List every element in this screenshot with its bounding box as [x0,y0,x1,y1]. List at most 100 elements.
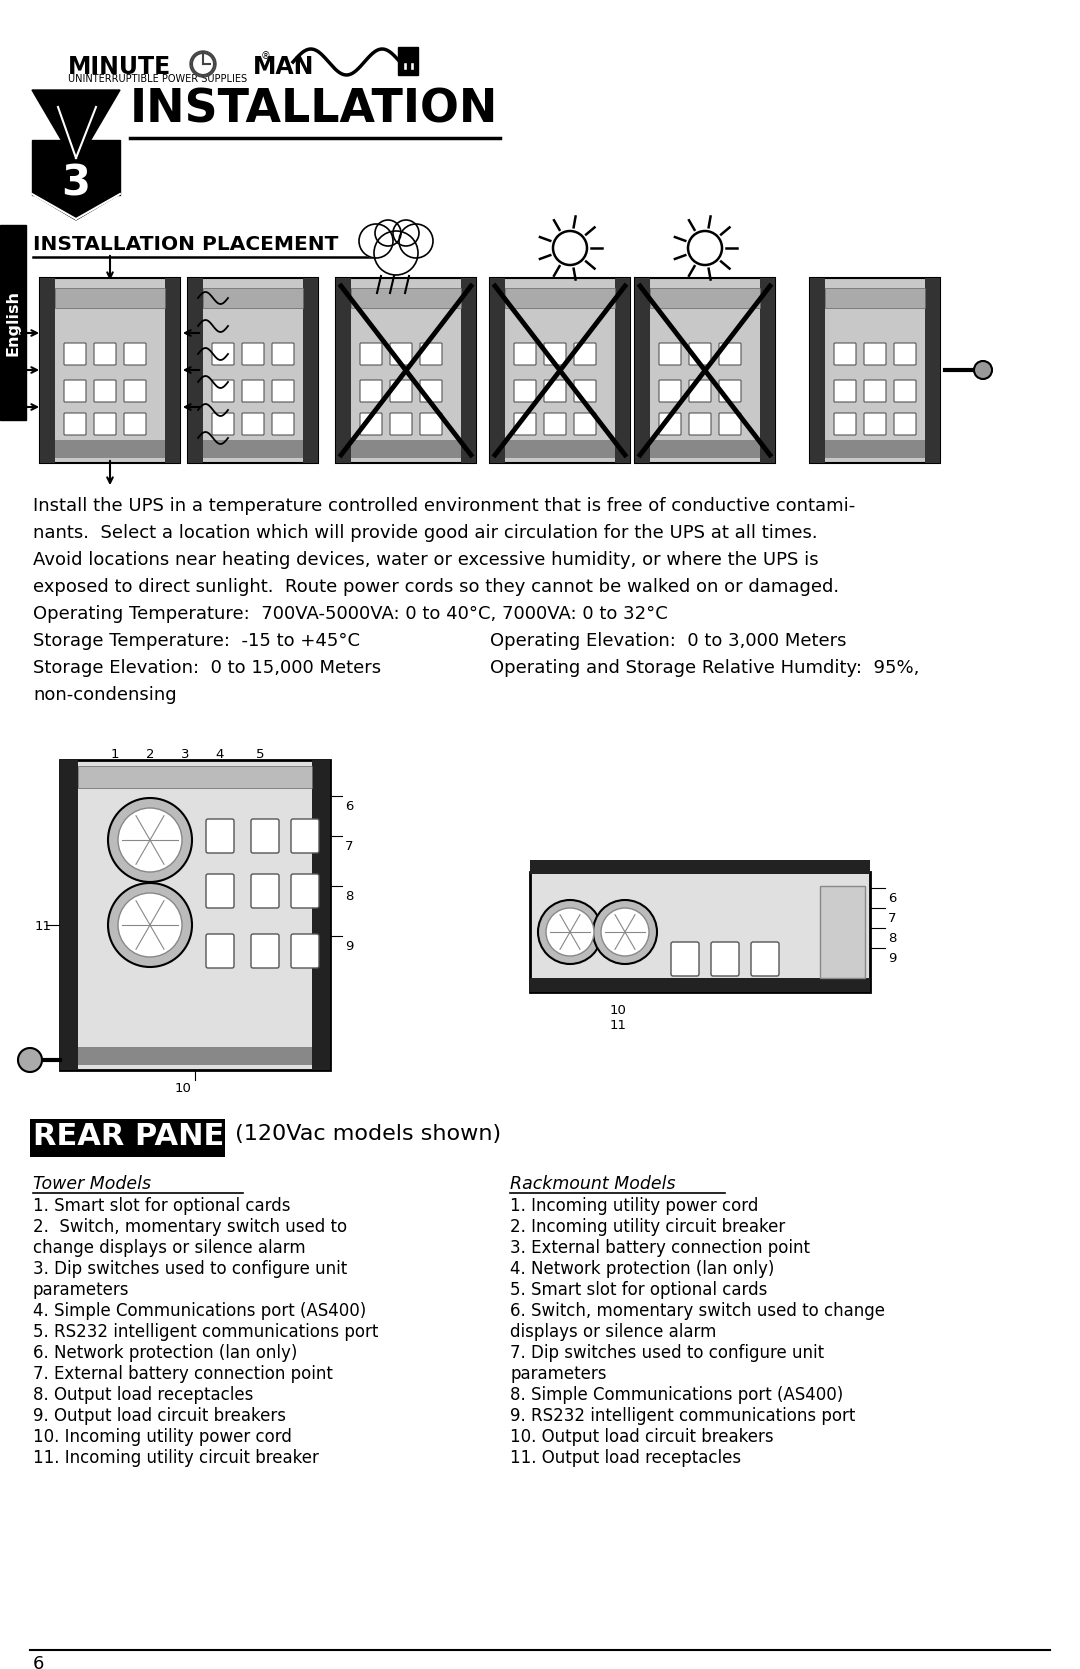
Circle shape [600,908,649,956]
FancyBboxPatch shape [360,412,382,436]
FancyBboxPatch shape [810,279,940,462]
Circle shape [974,361,993,379]
Text: Operating Temperature:  700VA-5000VA: 0 to 40°C, 7000VA: 0 to 32°C: Operating Temperature: 700VA-5000VA: 0 t… [33,604,667,623]
Text: 2: 2 [617,865,625,876]
Text: Avoid locations near heating devices, water or excessive humidity, or where the : Avoid locations near heating devices, wa… [33,551,819,569]
Text: 5: 5 [784,865,793,876]
Circle shape [359,224,393,259]
Text: 3: 3 [62,162,91,204]
Text: 7: 7 [888,911,896,925]
Polygon shape [32,90,120,165]
FancyBboxPatch shape [40,279,180,462]
FancyBboxPatch shape [32,140,120,195]
Circle shape [108,883,192,966]
FancyBboxPatch shape [403,62,407,70]
Text: 6: 6 [888,891,896,905]
FancyBboxPatch shape [390,381,411,402]
Text: 6: 6 [33,1656,44,1669]
Text: UNINTERRUPTIBLE POWER SUPPLIES: UNINTERRUPTIBLE POWER SUPPLIES [68,73,247,83]
Text: 7: 7 [345,840,353,853]
Text: 2: 2 [146,748,154,761]
Text: REAR PANEL: REAR PANEL [33,1122,244,1152]
FancyBboxPatch shape [834,381,856,402]
FancyBboxPatch shape [390,344,411,366]
FancyBboxPatch shape [212,412,234,436]
FancyBboxPatch shape [810,279,825,462]
FancyBboxPatch shape [206,819,234,853]
FancyBboxPatch shape [514,381,536,402]
Circle shape [553,230,588,265]
Text: nants.  Select a location which will provide good air circulation for the UPS at: nants. Select a location which will prov… [33,524,818,542]
FancyBboxPatch shape [689,381,711,402]
FancyBboxPatch shape [30,1118,225,1157]
FancyBboxPatch shape [615,279,630,462]
Text: 3. Dip switches used to configure unit: 3. Dip switches used to configure unit [33,1260,348,1278]
Text: non-condensing: non-condensing [33,686,177,704]
Text: 10: 10 [175,1082,192,1095]
FancyBboxPatch shape [40,279,55,462]
Circle shape [374,230,418,275]
FancyBboxPatch shape [490,279,630,462]
Text: 7. Dip switches used to configure unit: 7. Dip switches used to configure unit [510,1344,824,1362]
FancyBboxPatch shape [212,344,234,366]
FancyBboxPatch shape [0,225,26,421]
FancyBboxPatch shape [544,344,566,366]
FancyBboxPatch shape [544,381,566,402]
FancyBboxPatch shape [55,289,165,309]
Text: 8: 8 [888,931,896,945]
FancyBboxPatch shape [420,381,442,402]
Text: 6: 6 [345,799,353,813]
Text: change displays or silence alarm: change displays or silence alarm [33,1238,306,1257]
Text: (120Vac models shown): (120Vac models shown) [228,1123,501,1143]
FancyBboxPatch shape [60,759,78,1070]
FancyBboxPatch shape [203,289,303,309]
Text: INSTALLATION PLACEMENT: INSTALLATION PLACEMENT [33,235,338,254]
Circle shape [18,1048,42,1071]
FancyBboxPatch shape [420,412,442,436]
FancyBboxPatch shape [360,381,382,402]
FancyBboxPatch shape [303,279,318,462]
Text: INSTALLATION: INSTALLATION [130,88,498,134]
FancyBboxPatch shape [864,381,886,402]
FancyBboxPatch shape [573,344,596,366]
FancyBboxPatch shape [251,819,279,853]
Text: 5: 5 [256,748,265,761]
FancyBboxPatch shape [719,381,741,402]
FancyBboxPatch shape [390,412,411,436]
FancyBboxPatch shape [530,860,870,875]
Circle shape [190,52,216,77]
FancyBboxPatch shape [242,381,264,402]
FancyBboxPatch shape [291,875,319,908]
FancyBboxPatch shape [206,875,234,908]
FancyBboxPatch shape [336,279,351,462]
FancyBboxPatch shape [60,759,330,1070]
FancyBboxPatch shape [719,412,741,436]
Text: Rackmount Models: Rackmount Models [510,1175,675,1193]
Text: Operating Elevation:  0 to 3,000 Meters: Operating Elevation: 0 to 3,000 Meters [490,633,847,649]
Text: 1. Incoming utility power cord: 1. Incoming utility power cord [510,1197,758,1215]
FancyBboxPatch shape [671,941,699,976]
FancyBboxPatch shape [544,412,566,436]
Text: 1: 1 [566,865,575,876]
Text: 1. Smart slot for optional cards: 1. Smart slot for optional cards [33,1197,291,1215]
FancyBboxPatch shape [864,412,886,436]
Text: 2. Incoming utility circuit breaker: 2. Incoming utility circuit breaker [510,1218,785,1237]
Text: Tower Models: Tower Models [33,1175,151,1193]
FancyBboxPatch shape [894,381,916,402]
FancyBboxPatch shape [55,441,165,457]
FancyBboxPatch shape [351,441,461,457]
FancyBboxPatch shape [94,412,116,436]
Text: 11: 11 [35,920,52,933]
FancyBboxPatch shape [711,941,739,976]
FancyBboxPatch shape [78,1046,312,1065]
FancyBboxPatch shape [650,289,760,309]
Text: 3. External battery connection point: 3. External battery connection point [510,1238,810,1257]
Text: 9: 9 [345,940,353,953]
FancyBboxPatch shape [751,941,779,976]
FancyBboxPatch shape [514,412,536,436]
FancyBboxPatch shape [124,412,146,436]
FancyBboxPatch shape [820,886,865,978]
FancyBboxPatch shape [64,381,86,402]
Text: English: English [5,290,21,355]
FancyBboxPatch shape [834,412,856,436]
